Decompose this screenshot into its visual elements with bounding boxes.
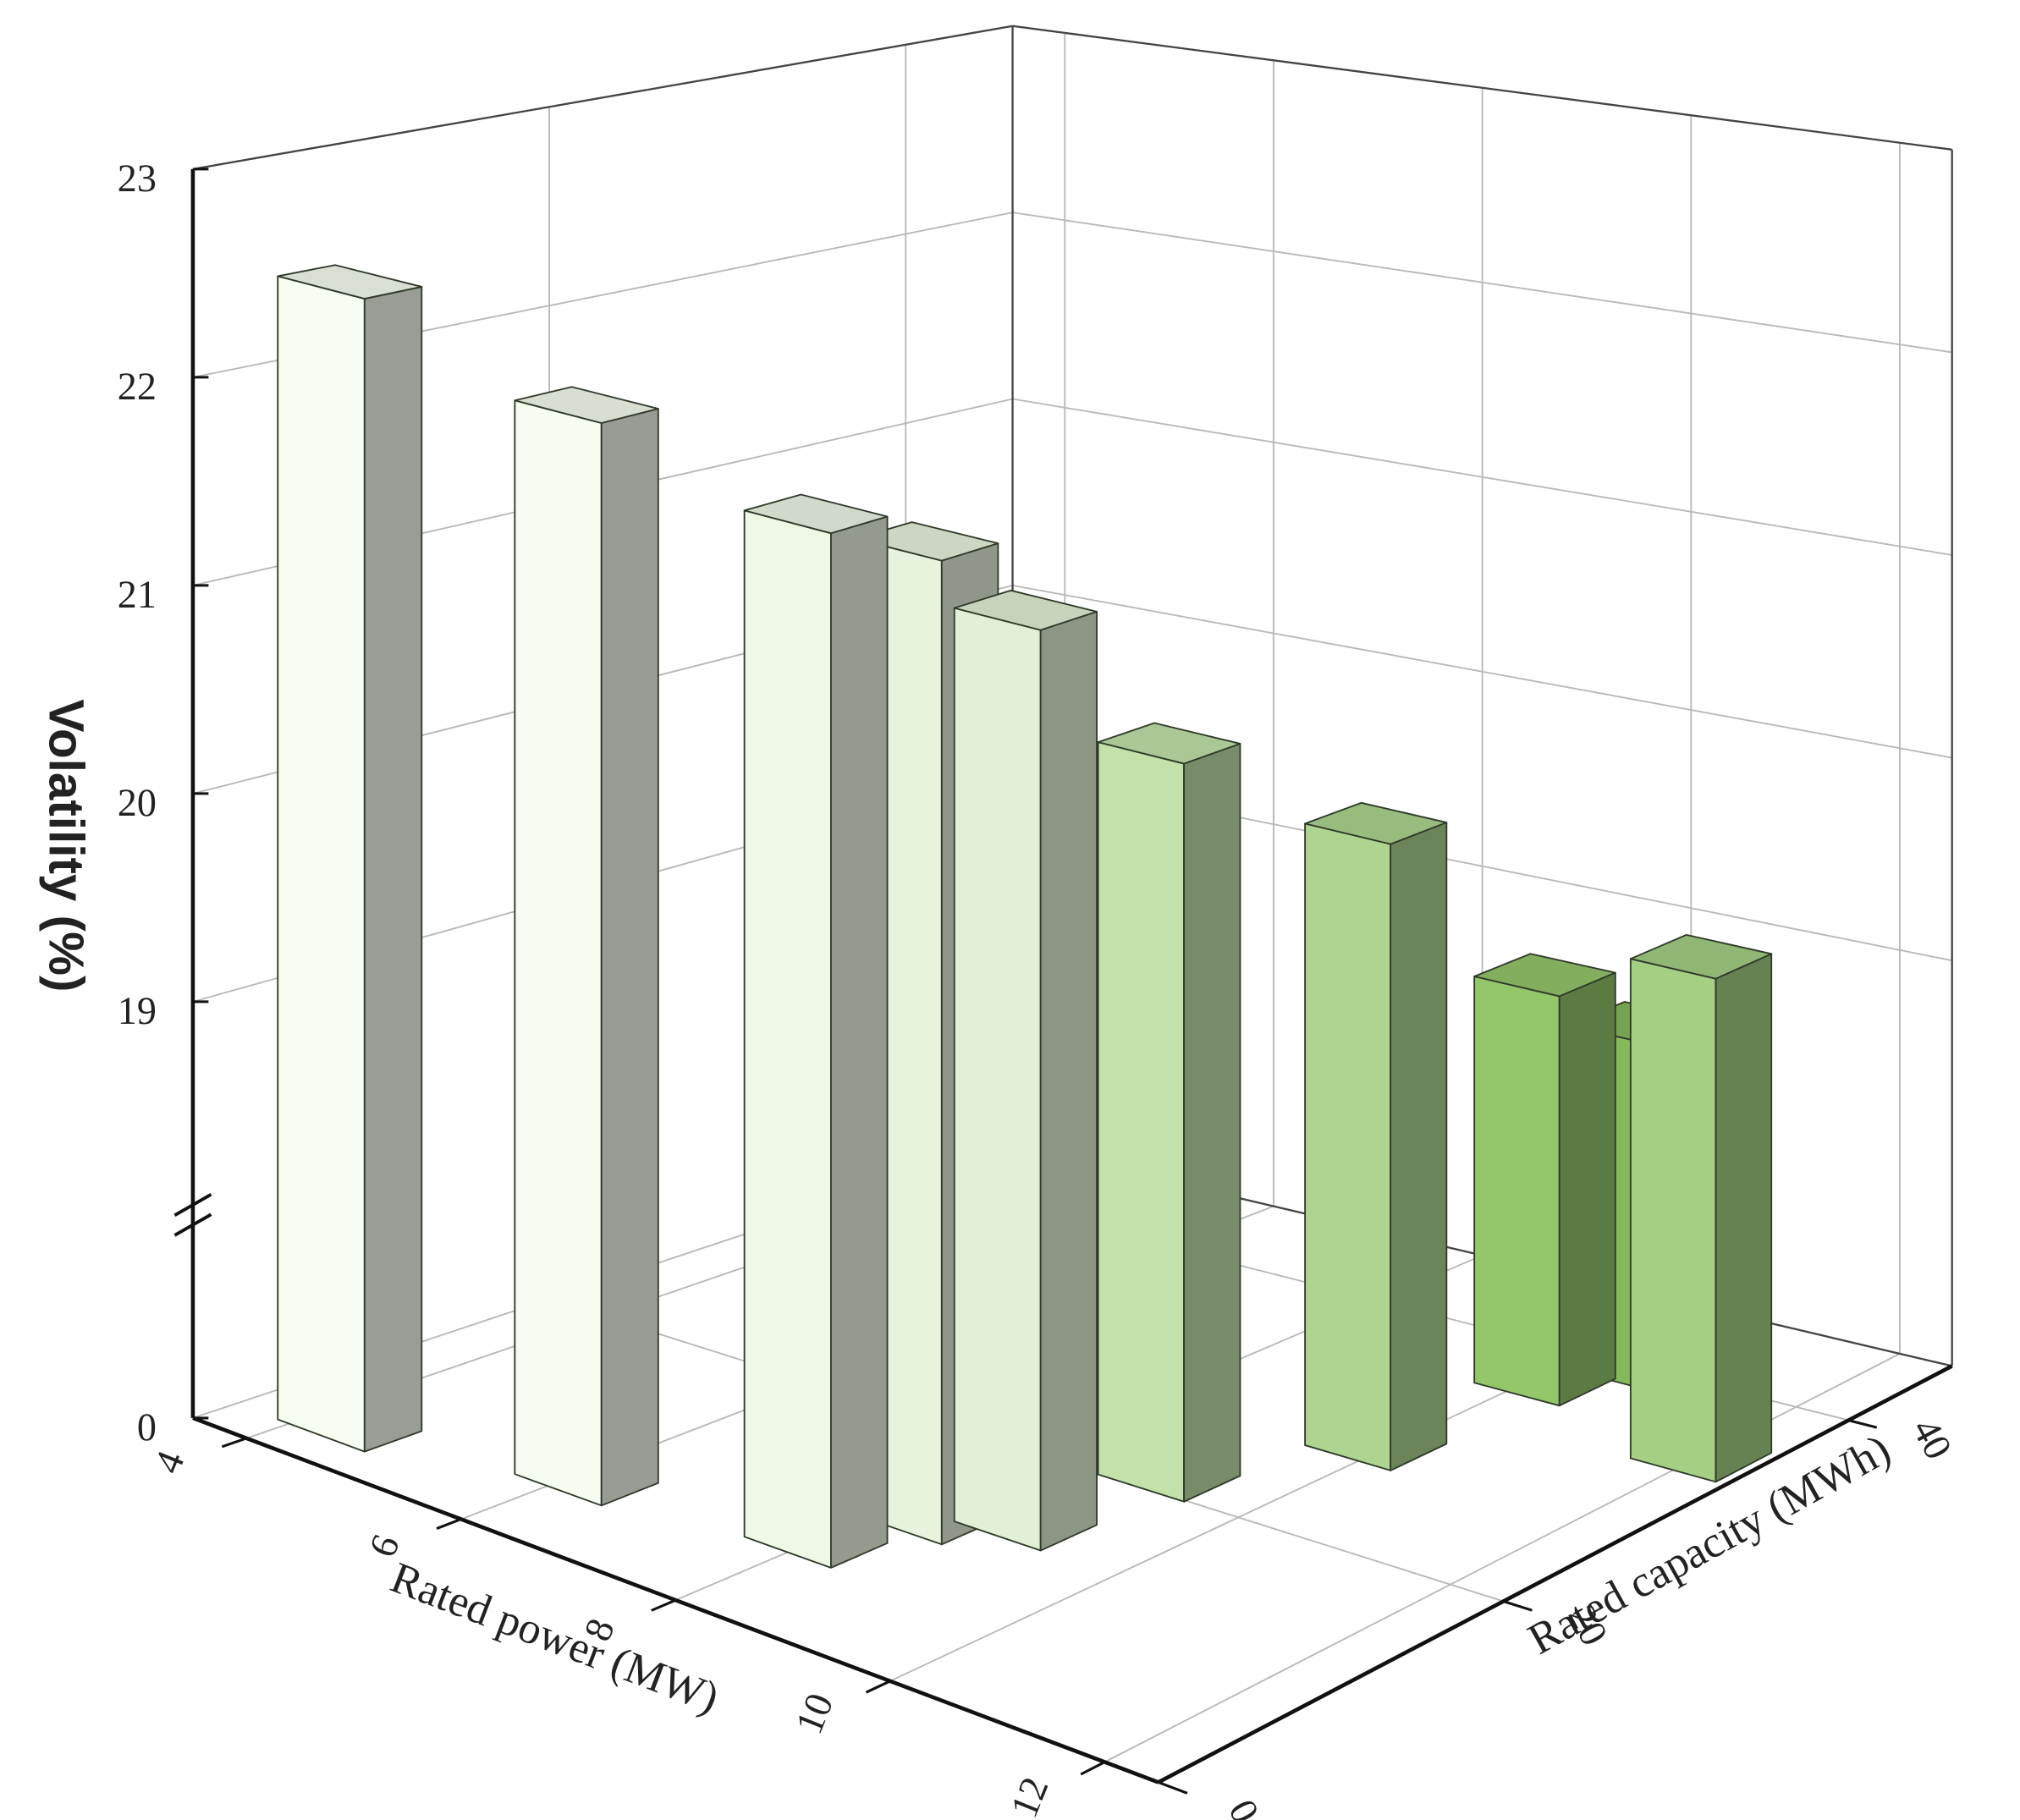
bars xyxy=(277,264,1773,1569)
bar-side xyxy=(1183,743,1241,1503)
bar xyxy=(953,589,1098,1552)
bar-top xyxy=(854,521,999,562)
bar-front xyxy=(743,509,832,1569)
z-tick-label: 22 xyxy=(118,365,157,408)
bar-front xyxy=(953,607,1042,1552)
x-tick xyxy=(865,1680,891,1694)
z-tick-label: 0 xyxy=(137,1405,157,1449)
bar-top xyxy=(277,264,423,300)
bar-front xyxy=(514,399,603,1507)
bar xyxy=(1304,801,1448,1471)
y-tick xyxy=(1503,1600,1533,1612)
bar-front xyxy=(1473,976,1560,1407)
wall-edge xyxy=(192,25,1013,171)
z-tick-label: 21 xyxy=(118,573,157,616)
x-tick xyxy=(651,1598,676,1612)
bar xyxy=(1629,933,1773,1483)
bar xyxy=(743,493,889,1569)
x-tick xyxy=(221,1437,247,1449)
x-tick xyxy=(1080,1761,1106,1776)
bar-side xyxy=(1558,971,1616,1407)
axis-break xyxy=(173,1193,212,1217)
bar xyxy=(1473,953,1616,1407)
bar-front xyxy=(1304,822,1392,1471)
bar-front xyxy=(1629,958,1717,1483)
z-axis-label: Volatility (%) xyxy=(39,699,94,992)
bar-side xyxy=(600,408,659,1507)
bar-top xyxy=(953,589,1098,631)
y-tick xyxy=(1847,1419,1878,1429)
y-tick xyxy=(1158,1780,1188,1795)
bar-top xyxy=(1304,801,1448,845)
z-tick-label: 19 xyxy=(118,989,157,1032)
bar xyxy=(277,264,423,1453)
bar-side xyxy=(1039,610,1098,1552)
y-axis xyxy=(1157,1364,1953,1784)
bar-front xyxy=(277,275,366,1453)
bar-top xyxy=(1629,933,1773,980)
bar-top xyxy=(1473,953,1616,998)
bar-side xyxy=(830,515,889,1569)
wall-edge xyxy=(1012,25,1952,151)
x-tick xyxy=(436,1518,462,1531)
z-tick-label: 23 xyxy=(118,157,157,200)
bar-side xyxy=(363,286,423,1453)
axis-break xyxy=(173,1212,212,1237)
bar xyxy=(1097,722,1241,1503)
z-tick-label: 20 xyxy=(118,781,157,824)
bar xyxy=(514,386,659,1507)
bar-side xyxy=(1715,953,1773,1483)
bar-top xyxy=(514,386,659,424)
bar-top xyxy=(743,493,889,535)
bar-front xyxy=(1097,741,1186,1503)
bar-side xyxy=(1390,822,1448,1471)
bar-top xyxy=(1097,722,1241,765)
